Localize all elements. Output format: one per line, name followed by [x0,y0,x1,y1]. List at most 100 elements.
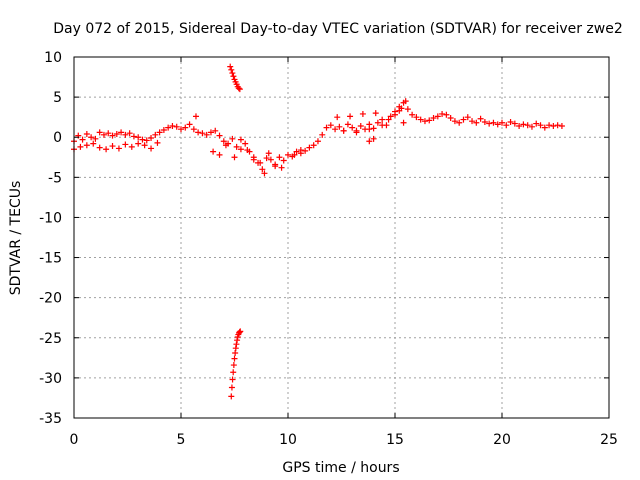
data-point [439,110,446,117]
data-point [228,384,235,391]
y-axis-label: SDTVAR / TECUs [8,181,24,296]
data-point [417,116,424,123]
y-tick-label: 10 [44,50,62,66]
data-point [103,146,110,153]
x-tick-label: 0 [70,432,79,448]
data-point [486,120,493,127]
data-point [230,369,237,376]
data-point [154,139,161,146]
data-point [302,147,309,154]
data-point [135,140,142,147]
data-point [370,125,377,132]
data-point [257,159,264,166]
data-point [494,121,501,128]
data-point [511,120,518,127]
data-point [232,345,239,352]
data-point [430,114,437,121]
data-point [306,144,313,151]
axis-ticks: 0 5 10 15 20 25 -35 -30 -25 -20 -15 -10 -5 0 5 10 [39,50,618,448]
data-point [232,350,239,357]
data-point [278,164,285,171]
data-point [332,126,339,133]
data-point [195,129,202,136]
data-point [520,121,527,128]
data-point [199,130,206,137]
data-point [216,132,223,139]
data-point [229,376,236,383]
chart-title: Day 072 of 2015, Sidereal Day-to-day VTE… [53,21,623,37]
data-point [413,114,420,121]
data-point [379,122,386,129]
data-point [426,117,433,124]
data-point [141,142,148,149]
data-point [372,110,379,117]
data-point [203,131,210,138]
data-point [490,119,497,126]
data-point [139,136,146,143]
data-point [182,124,189,131]
data-point [96,144,103,151]
data-point [165,124,172,131]
data-point [392,111,398,118]
data-point [533,120,540,127]
data-point [310,142,317,149]
data-point [404,106,411,113]
data-point [229,70,236,77]
data-point [293,148,300,155]
data-point [323,124,330,131]
data-point [434,113,441,120]
x-tick-label: 25 [600,432,618,448]
data-point [314,138,321,145]
data-point [228,393,235,400]
y-tick-label: -15 [39,251,62,267]
data-point [244,147,251,154]
y-tick-label: -30 [39,371,62,387]
data-point [347,113,354,120]
data-point [230,362,237,369]
data-point [267,156,274,163]
data-point [152,131,159,138]
x-tick-label: 20 [493,432,511,448]
data-point [263,155,270,162]
x-tick-label: 15 [386,432,404,448]
data-point [228,66,235,73]
data-point [499,119,505,126]
x-tick-label: 5 [177,432,186,448]
data-point [550,122,557,129]
data-point [113,131,120,138]
data-point [359,110,366,117]
data-point [473,119,480,126]
data-point [400,119,407,126]
data-point [122,131,129,138]
data-point [233,341,240,348]
data-point [130,133,137,140]
data-point [366,126,373,133]
data-point [237,328,244,335]
y-tick-label: -10 [39,210,62,226]
data-point [327,122,334,129]
data-point [379,116,386,123]
data-point [297,147,304,154]
data-point [105,130,112,137]
data-point [96,129,103,136]
data-point [118,129,125,136]
data-point [126,130,133,137]
data-point [186,121,193,128]
plot-frame [73,56,610,419]
data-point [227,63,234,70]
data-point [128,143,135,150]
data-point [192,113,199,120]
data-point [537,122,544,129]
data-point [396,107,403,114]
data-point [173,123,180,130]
y-tick-label: 0 [53,130,62,146]
data-point [291,151,298,158]
data-point [231,154,238,161]
data-point [83,131,90,138]
data-point [115,145,122,152]
data-point [210,148,217,155]
data-point [156,129,163,136]
data-point [349,124,356,131]
data-point [236,86,243,93]
